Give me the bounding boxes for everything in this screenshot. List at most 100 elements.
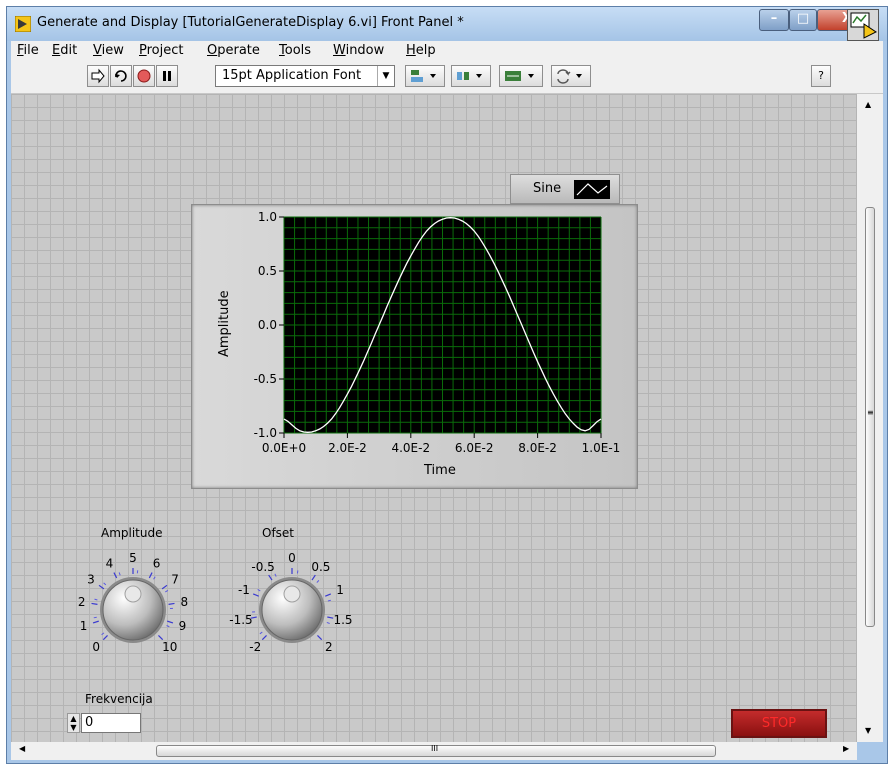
knob-minor-tick <box>101 632 105 636</box>
knob-tick-mark <box>250 616 257 619</box>
amplitude-tick-label: 2 <box>78 595 86 609</box>
ofset-knob[interactable]: -2 -1.5 -1-0.5 0 0.5 1 1.52 <box>216 546 366 666</box>
knob-tick-mark <box>168 602 175 605</box>
y-tick-label: -0.5 <box>254 372 277 386</box>
reorder-icon[interactable] <box>551 65 591 87</box>
x-tick-label: 1.0E-1 <box>582 441 621 455</box>
x-tick-label: 8.0E-2 <box>518 441 557 455</box>
menu-window[interactable]: Window <box>333 43 385 58</box>
labview-app-icon <box>15 16 31 32</box>
knob-indicator <box>124 585 142 603</box>
knob-tick-mark <box>325 593 332 597</box>
run-arrow-icon[interactable] <box>87 65 109 87</box>
knob-tick-mark <box>161 584 168 590</box>
x-tick-label: 4.0E-2 <box>391 441 430 455</box>
legend-box: Sine <box>510 174 620 204</box>
menu-bar: File Edit View Project Operate Tools Win… <box>11 41 883 61</box>
knob-minor-tick <box>165 590 169 593</box>
ofset-tick-label: 1 <box>336 583 344 597</box>
knob-tick-mark <box>102 635 108 641</box>
menu-project[interactable]: Project <box>139 43 184 58</box>
menu-file[interactable]: File <box>17 43 39 58</box>
y-tick-label: 1.0 <box>258 210 277 224</box>
knob-tick-mark <box>268 574 273 581</box>
y-tick-label: 0.0 <box>258 318 277 332</box>
knob-minor-tick <box>327 599 331 602</box>
knob-minor-tick <box>274 573 277 577</box>
legend-plot-icon <box>574 180 610 199</box>
scroll-right-icon[interactable]: ▶ <box>843 744 850 753</box>
pause-icon[interactable] <box>156 65 178 87</box>
menu-help[interactable]: Help <box>406 43 436 58</box>
amplitude-tick-label: 5 <box>129 551 137 565</box>
chevron-down-icon: ▼ <box>377 66 394 86</box>
knob-minor-tick <box>166 625 170 628</box>
knob-minor-tick <box>118 572 121 576</box>
knob-tick-mark <box>113 572 118 579</box>
graph-xlabel: Time <box>424 463 456 478</box>
amplitude-label: Amplitude <box>101 526 163 540</box>
frekvencija-label: Frekvencija <box>85 692 153 706</box>
y-tick-label: 0.5 <box>258 264 277 278</box>
knob-tick-mark <box>317 635 323 641</box>
scroll-left-icon[interactable]: ◀ <box>19 744 26 753</box>
horizontal-scrollbar[interactable]: ◀ III ▶ <box>11 742 857 760</box>
amplitude-tick-label: 6 <box>153 557 161 571</box>
amplitude-tick-label: 1 <box>80 619 88 633</box>
knob-body <box>102 579 164 641</box>
title-bar[interactable]: Generate and Display [TutorialGenerateDi… <box>7 7 887 41</box>
waveform-graph[interactable]: 1.0 0.5 0.0 -0.5 -1.00.0E+0 2.0E-2 4.0E-2 6.0E-… <box>191 204 638 489</box>
knob-minor-tick <box>93 616 97 619</box>
knob-minor-tick <box>316 580 320 583</box>
grip-label: III <box>431 744 439 753</box>
amplitude-tick-label: 7 <box>171 572 179 586</box>
maximize-button[interactable]: □ <box>789 9 817 31</box>
menu-operate[interactable]: Operate <box>207 43 260 58</box>
knob-minor-tick <box>257 589 261 592</box>
labview-window: Generate and Display [TutorialGenerateDi… <box>6 6 888 764</box>
knob-tick-mark <box>158 635 164 641</box>
ofset-tick-label: -1.5 <box>229 613 252 627</box>
knob-indicator <box>283 585 301 603</box>
legend-label: Sine <box>533 181 562 196</box>
menu-tools[interactable]: Tools <box>279 43 312 58</box>
menu-view[interactable]: View <box>93 43 124 58</box>
ofset-label: Ofset <box>262 526 295 540</box>
run-continuously-icon[interactable] <box>110 65 132 87</box>
vertical-scrollbar[interactable]: ▲ ≡ ▼ <box>857 94 883 742</box>
distribute-objects-icon[interactable] <box>451 65 491 87</box>
knob-minor-tick <box>103 582 107 586</box>
stop-button[interactable]: STOP <box>731 709 827 738</box>
knob-tick-mark <box>252 593 259 597</box>
align-objects-icon[interactable] <box>405 65 445 87</box>
amplitude-knob[interactable]: 01 234 5 678 910 <box>71 546 191 666</box>
vi-icon[interactable] <box>847 9 879 41</box>
scroll-up-icon[interactable]: ▲ <box>865 100 872 109</box>
caption-strip <box>0 764 892 776</box>
knob-minor-tick <box>153 576 156 580</box>
ofset-tick-label: 0.5 <box>311 560 330 574</box>
amplitude-tick-label: 0 <box>92 640 100 654</box>
minimize-button[interactable]: – <box>759 9 789 31</box>
frekvencija-spinner[interactable]: ▲ ▼ <box>67 713 80 733</box>
resize-objects-icon[interactable] <box>499 65 543 87</box>
scroll-down-icon[interactable]: ▼ <box>865 726 872 735</box>
knob-minor-tick <box>259 631 263 635</box>
context-help-icon[interactable]: ? <box>811 65 831 87</box>
menu-edit[interactable]: Edit <box>52 43 78 58</box>
font-dropdown-label: 15pt Application Font <box>222 68 362 83</box>
ofset-tick-label: -2 <box>249 640 261 654</box>
knob-tick-mark <box>261 635 267 641</box>
horizontal-scroll-thumb[interactable]: III <box>156 744 716 757</box>
frekvencija-input[interactable]: 0 <box>81 713 141 733</box>
x-tick-label: 6.0E-2 <box>455 441 494 455</box>
vertical-scroll-thumb[interactable]: ≡ <box>865 207 875 627</box>
front-panel: Sine 1.0 0.5 0.0 -0.5 -1.0 0.0E+0 2.0E-2 4.0E-2… <box>11 94 857 742</box>
graph-ylabel: Amplitude <box>217 290 232 357</box>
knob-tick-mark <box>148 572 153 579</box>
abort-icon[interactable] <box>133 65 155 87</box>
amplitude-tick-label: 8 <box>181 595 189 609</box>
y-tick-label: -1.0 <box>254 426 277 440</box>
amplitude-tick-label: 4 <box>106 557 114 571</box>
font-dropdown[interactable]: 15pt Application Font ▼ <box>215 65 395 87</box>
